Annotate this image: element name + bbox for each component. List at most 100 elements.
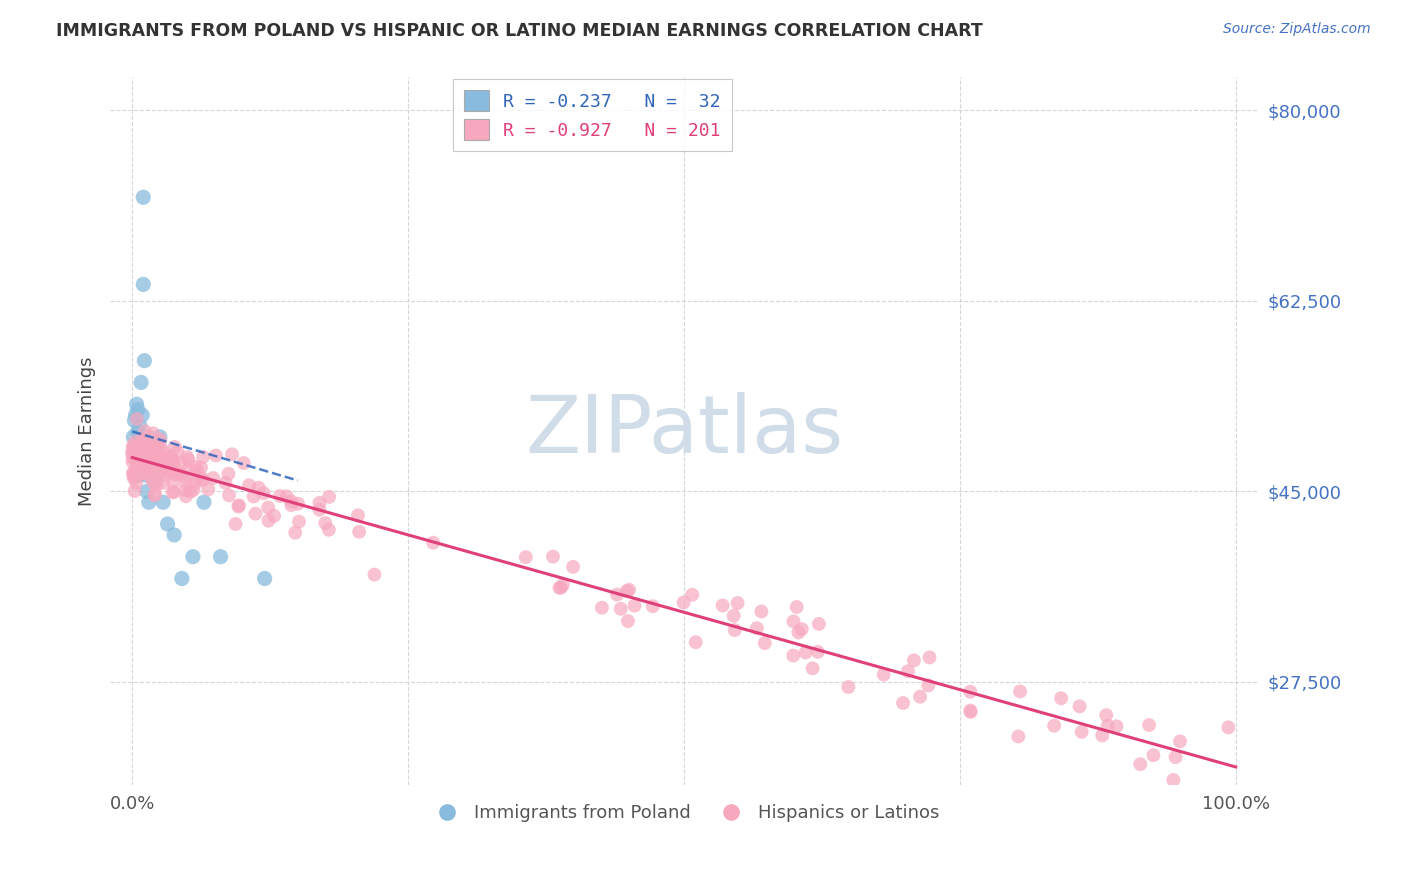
Point [1218, 720, 1240, 734]
Point [610, 602, 633, 616]
Point [143, 476, 166, 491]
Point [623, 599, 645, 613]
Point [807, 645, 830, 659]
Point [347, 524, 370, 539]
Text: IMMIGRANTS FROM POLAND VS HISPANIC OR LATINO MEDIAN EARNINGS CORRELATION CHART: IMMIGRANTS FROM POLAND VS HISPANIC OR LA… [56, 22, 983, 40]
Point [318, 490, 340, 504]
Point [1043, 719, 1066, 733]
Point [165, 465, 187, 479]
Point [134, 441, 156, 455]
Point [135, 484, 157, 499]
Point [143, 487, 166, 501]
Point [723, 608, 745, 623]
Point [166, 444, 188, 458]
Point [548, 581, 571, 595]
Point [127, 438, 149, 452]
Point [131, 408, 153, 422]
Point [202, 471, 225, 485]
Point [232, 456, 254, 470]
Point [276, 489, 298, 503]
Point [125, 456, 148, 470]
Point [218, 488, 240, 502]
Point [257, 500, 280, 515]
Point [177, 452, 200, 467]
Point [347, 508, 370, 523]
Point [122, 470, 145, 484]
Point [245, 507, 267, 521]
Point [287, 497, 309, 511]
Point [727, 596, 749, 610]
Point [1007, 730, 1029, 744]
Point [1069, 699, 1091, 714]
Point [153, 463, 176, 477]
Point [1091, 728, 1114, 742]
Point [134, 424, 156, 438]
Point [711, 599, 734, 613]
Point [184, 476, 207, 491]
Point [142, 458, 165, 472]
Point [308, 502, 330, 516]
Point [672, 595, 695, 609]
Point [782, 615, 804, 629]
Point [551, 578, 574, 592]
Point [1008, 684, 1031, 698]
Point [141, 448, 163, 462]
Point [127, 445, 149, 459]
Point [124, 408, 146, 422]
Point [288, 515, 311, 529]
Point [181, 483, 204, 497]
Point [121, 444, 143, 458]
Point [308, 496, 330, 510]
Point [163, 457, 186, 471]
Point [174, 489, 197, 503]
Point [801, 661, 824, 675]
Point [138, 437, 160, 451]
Point [176, 450, 198, 464]
Point [139, 439, 162, 453]
Point [807, 616, 830, 631]
Point [132, 277, 155, 292]
Point [214, 475, 236, 490]
Point [152, 495, 174, 509]
Point [908, 690, 931, 704]
Point [124, 435, 146, 450]
Point [122, 442, 145, 457]
Point [143, 474, 166, 488]
Point [837, 680, 859, 694]
Point [1050, 691, 1073, 706]
Point [142, 426, 165, 441]
Point [790, 622, 813, 636]
Point [681, 588, 703, 602]
Point [591, 600, 613, 615]
Point [257, 514, 280, 528]
Point [176, 463, 198, 477]
Point [1137, 718, 1160, 732]
Point [122, 442, 145, 456]
Point [127, 425, 149, 439]
Point [121, 439, 143, 453]
Point [146, 440, 169, 454]
Point [253, 572, 276, 586]
Point [159, 463, 181, 477]
Point [616, 584, 638, 599]
Point [121, 447, 143, 461]
Point [128, 468, 150, 483]
Point [221, 447, 243, 461]
Point [149, 433, 172, 447]
Point [153, 468, 176, 483]
Point [135, 450, 157, 465]
Point [280, 494, 302, 508]
Point [150, 442, 173, 456]
Point [127, 462, 149, 476]
Point [1142, 748, 1164, 763]
Point [269, 489, 291, 503]
Point [131, 434, 153, 448]
Point [205, 449, 228, 463]
Point [129, 442, 152, 456]
Point [127, 442, 149, 457]
Point [263, 508, 285, 523]
Point [163, 440, 186, 454]
Point [134, 457, 156, 471]
Point [141, 463, 163, 477]
Point [129, 419, 152, 434]
